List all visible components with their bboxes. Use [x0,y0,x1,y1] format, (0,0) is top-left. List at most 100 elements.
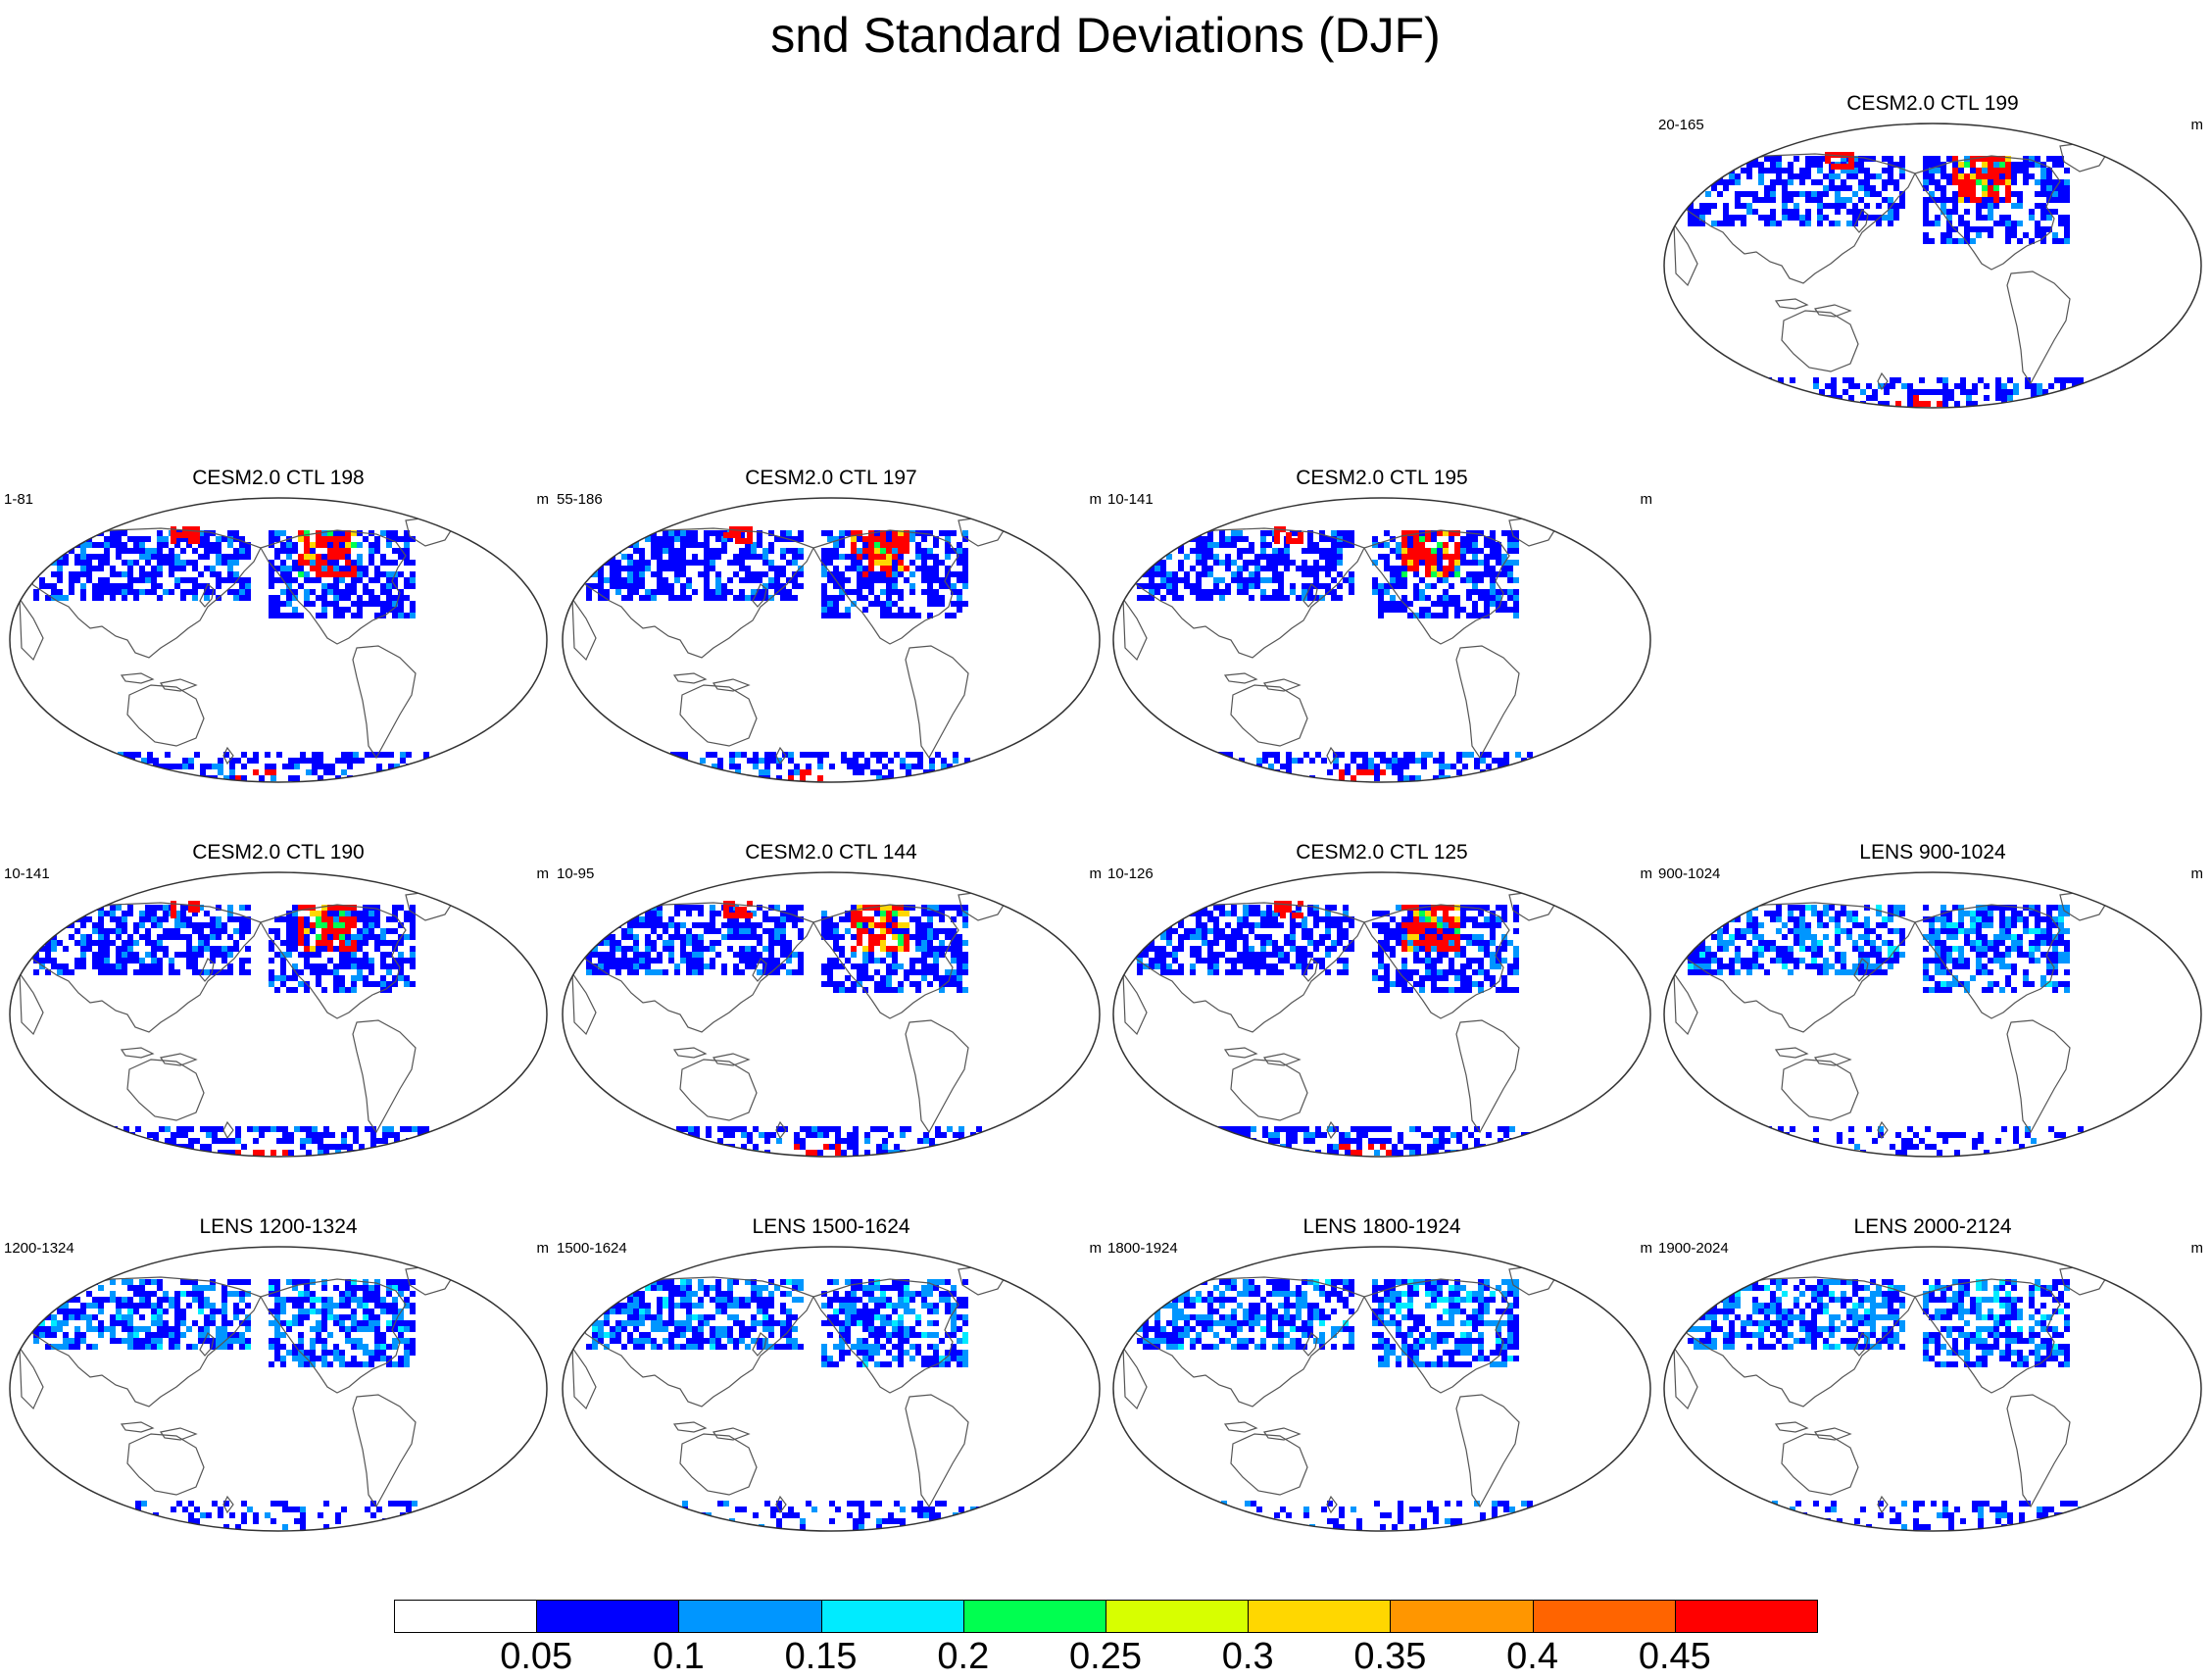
snow-cell [1443,613,1449,618]
snow-cell [721,583,727,589]
snow-cell [841,1150,847,1156]
snow-cell [729,1132,735,1138]
snow-cell [39,922,45,928]
snow-cell [598,911,604,916]
snow-cell [827,536,833,542]
snow-hotspot [880,922,886,928]
snow-cell [921,946,927,952]
snow-cell [1439,758,1445,764]
snow-cell [876,1126,882,1132]
snow-cell [269,577,274,583]
snow-cell [788,769,794,775]
snow-cell [715,583,721,589]
snow-cell [792,583,798,589]
snow-cell [1331,922,1337,928]
snow-cell [788,758,794,764]
snow-cell [404,583,410,589]
snow-cell [835,1132,841,1138]
snow-cell [2066,377,2072,383]
snow-cell [198,922,204,928]
panel-title: CESM2.0 CTL 198 [192,467,365,489]
snow-cell [876,775,882,781]
snow-cell [845,577,851,583]
snow-cell [1219,905,1225,911]
snow-cell [945,542,951,548]
snow-cell [357,601,363,607]
snow-cell [1466,975,1472,981]
snow-cell [757,934,762,940]
snow-cell [280,975,286,981]
snow-cell [233,571,239,577]
snow-cell [392,975,398,981]
snow-cell [939,595,945,601]
snow-cell [286,940,292,946]
panel-title: CESM2.0 CTL 190 [192,841,365,864]
snow-cell [1196,560,1202,566]
snow-cell [927,911,933,916]
snow-cell [892,548,898,554]
snow-cell [939,905,945,911]
snow-cell [1507,530,1513,536]
snow-cell [410,946,416,952]
snow-cell [933,958,939,964]
snow-cell [639,577,645,583]
snow-cell [1964,226,1970,232]
snow-cell [868,571,874,577]
snow-cell [1225,566,1231,571]
snow-cell [839,577,845,583]
snow-cell [941,758,947,764]
snow-cell [1349,589,1354,595]
snow-cell [274,601,280,607]
snow-cell [404,981,410,987]
snow-cell [610,566,615,571]
snow-cell [118,758,123,764]
snow-cell [1225,560,1231,566]
snow-cell [1225,583,1231,589]
snow-cell [900,1126,906,1132]
snow-cell [645,566,651,571]
snow-cell [745,548,751,554]
snow-cell [316,969,321,975]
snow-cell [280,589,286,595]
snow-cell [645,934,651,940]
snow-cell [811,1132,817,1138]
snow-cell [386,571,392,577]
snow-cell [633,577,639,583]
snow-cell [239,577,245,583]
snow-cell [1396,981,1401,987]
snow-cell [169,969,174,975]
snow-cell [882,1126,888,1132]
snow-hotspot [316,554,321,560]
snow-cell [686,911,692,916]
snow-hotspot [880,530,886,536]
snow-cell [817,764,823,769]
snow-cell [604,958,610,964]
snow-cell [706,775,712,781]
snow-cell [1793,156,1799,162]
snow-cell [63,554,69,560]
snow-cell [1337,571,1343,577]
panel-title: CESM2.0 CTL 199 [1846,92,2019,115]
snow-cell [1202,589,1207,595]
snow-hotspot [886,946,892,952]
snow-cell [174,554,180,560]
snow-cell [400,752,406,758]
snow-cell [957,595,962,601]
snow-cell [227,571,233,577]
snow-cell [1490,922,1496,928]
snow-cell [798,916,804,922]
snow-cell [341,1144,347,1150]
snow-cell [1466,571,1472,577]
snow-cell [127,952,133,958]
snow-cell [645,560,651,566]
snow-cell [2029,215,2035,221]
snow-cell [735,764,741,769]
snow-hotspot [741,907,747,913]
snow-cell [674,554,680,560]
snow-cell [1893,162,1899,168]
snow-cell [1829,168,1835,173]
snow-cell [1272,940,1278,946]
snow-cell [1507,589,1513,595]
snow-cell [1993,162,1999,168]
snow-cell [351,560,357,566]
